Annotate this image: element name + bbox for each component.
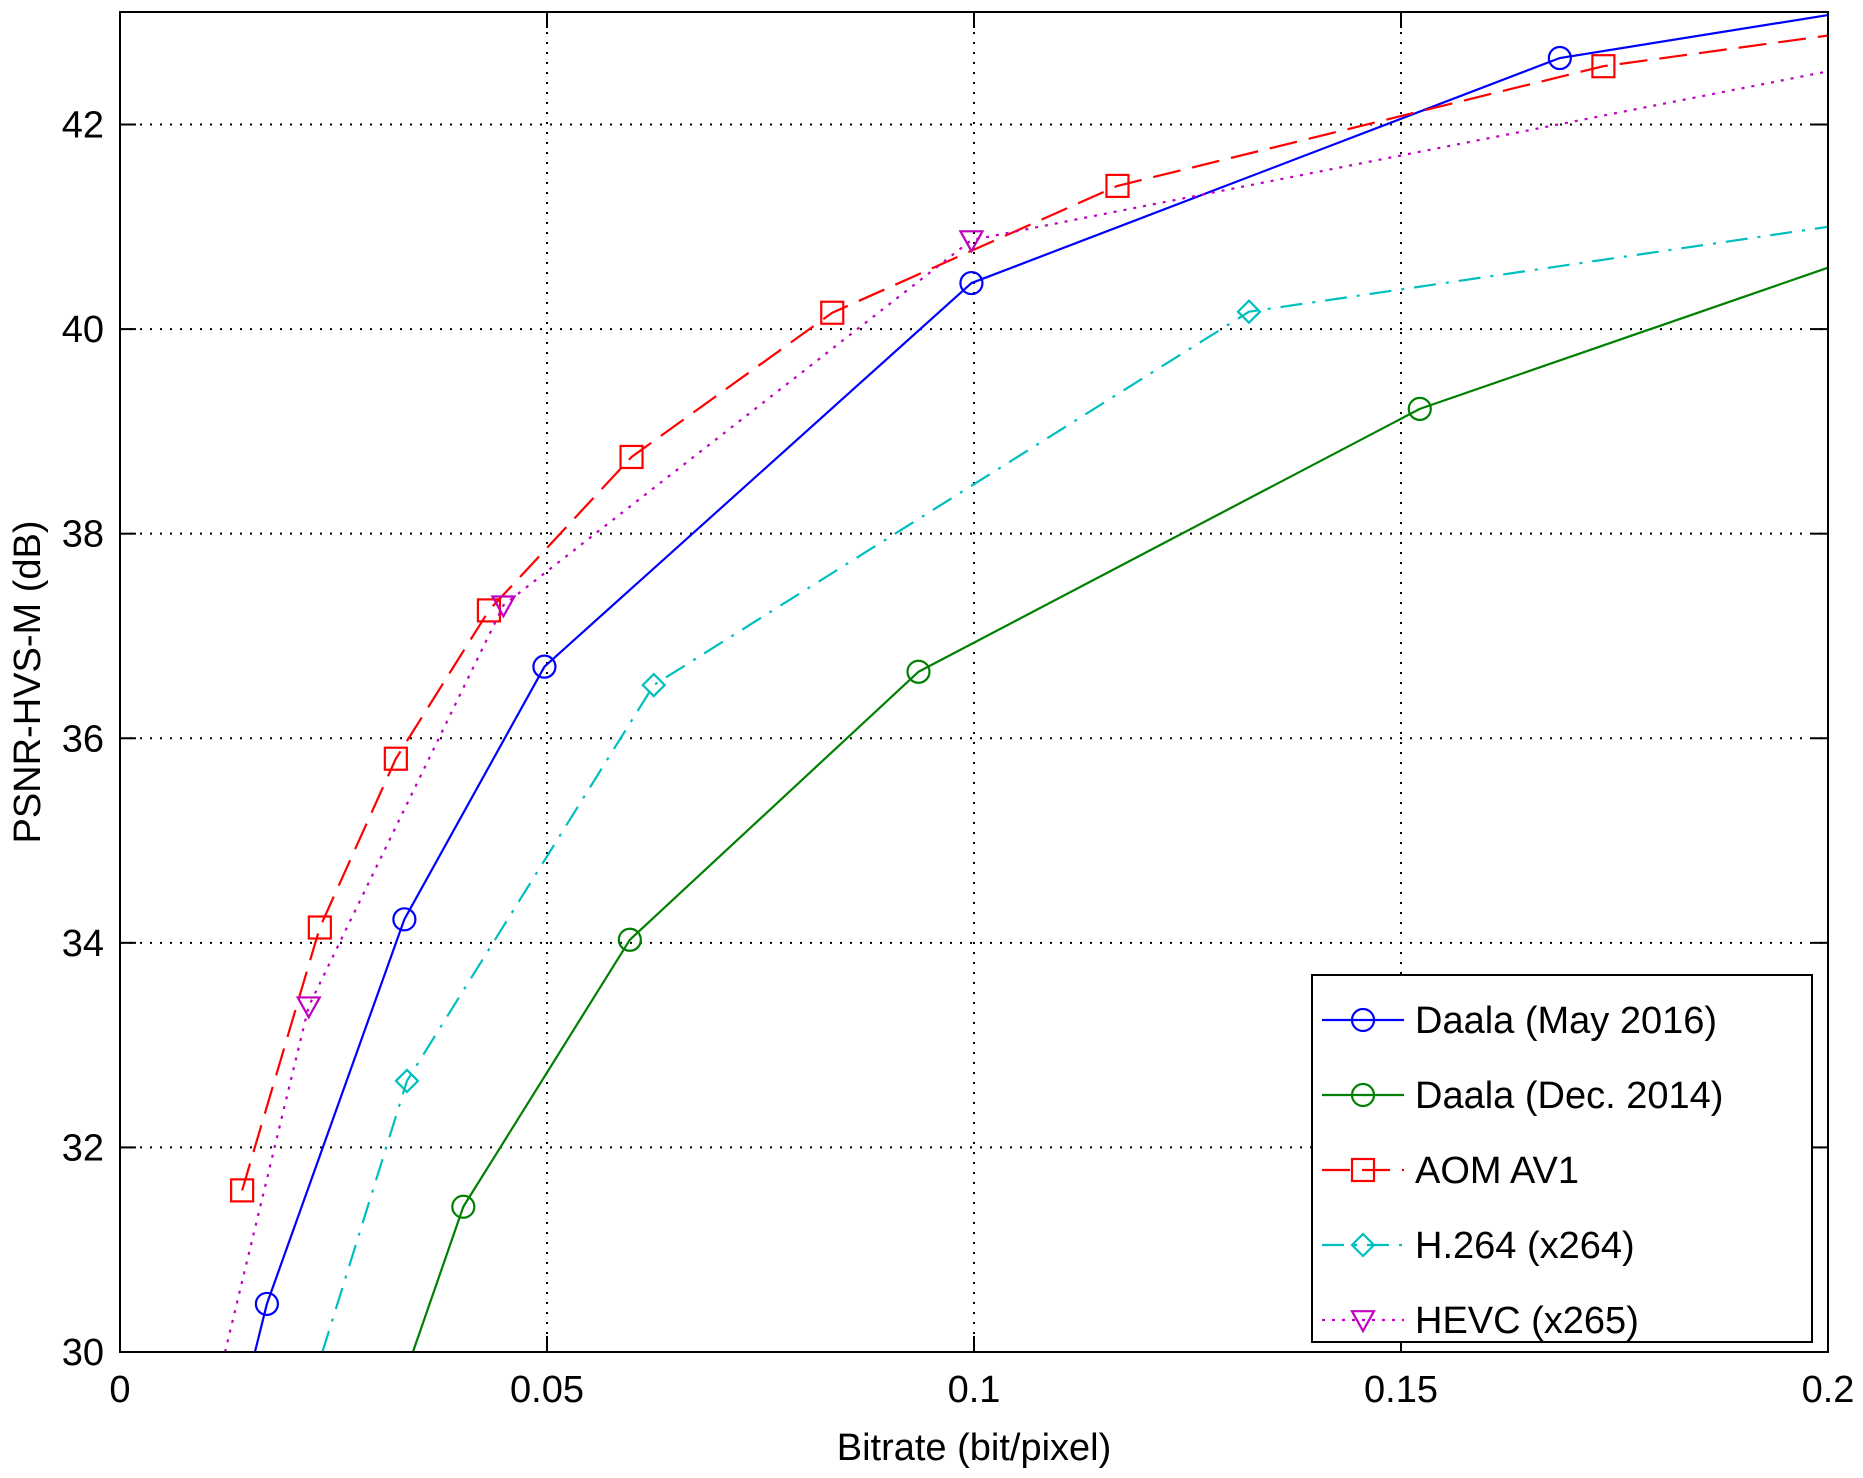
x-tick-label: 0.2 [1802,1369,1855,1411]
legend-label: Daala (Dec. 2014) [1415,1075,1723,1117]
grid-lines [120,12,1828,1352]
data-point [383,746,408,771]
series-4 [321,225,1829,1353]
data-point [1105,173,1130,198]
data-point [1591,54,1616,79]
data-point [230,1178,255,1203]
data-point [959,270,984,296]
legend: Daala (May 2016) Daala (Dec. 2014) AOM AV1… [1311,974,1813,1343]
data-point [532,654,557,679]
data-point [1407,396,1432,421]
series-5 [223,70,1829,1353]
series-line [411,266,1829,1353]
data-point [617,927,642,952]
data-point [619,444,644,470]
data-point [906,659,931,684]
legend-marker [1350,1232,1376,1258]
series-line [321,225,1829,1353]
x-tick-label: 0.1 [948,1369,1001,1411]
series-3 [230,34,1829,1203]
legend-marker [1350,1157,1376,1183]
x-axis-label: Bitrate (bit/pixel) [837,1427,1112,1469]
x-tick-label: 0.05 [510,1369,584,1411]
legend-label: AOM AV1 [1415,1150,1579,1192]
data-point [307,915,332,940]
data-point [394,1068,420,1094]
x-tick-label: 0.15 [1364,1369,1438,1411]
y-tick-label: 32 [62,1127,104,1169]
legend-label: Daala (May 2016) [1415,1000,1717,1042]
x-tick-label: 0 [109,1369,130,1411]
y-axis-label: PSNR-HVS-M (dB) [7,520,49,843]
data-point [295,996,322,1020]
y-tick-label: 34 [62,923,104,965]
series-1 [253,13,1829,1353]
data-point [1236,299,1262,325]
series-lines [223,13,1829,1353]
legend-box [1311,974,1813,1343]
series-2 [411,266,1829,1353]
y-tick-label: 30 [62,1332,104,1374]
data-point [820,300,845,325]
legend-label: H.264 (x264) [1415,1225,1635,1267]
series-line [223,70,1829,1353]
legend-marker [1350,1310,1376,1334]
data-point [958,230,985,254]
y-tick-label: 36 [62,718,104,760]
series-line [241,34,1829,1191]
data-point [1547,45,1572,71]
data-point [392,907,417,932]
legend-marker [1350,1007,1376,1033]
y-tick-label: 40 [62,309,104,351]
legend-label: HEVC (x265) [1415,1300,1639,1342]
data-point [641,672,667,698]
data-point [490,595,517,619]
legend-marker [1350,1082,1376,1108]
data-point [451,1194,476,1219]
axis-ticks: 0 0.05 0.1 0.15 0.2 30 32 34 36 38 40 42 [62,12,1855,1411]
y-tick-label: 38 [62,514,104,556]
data-point [254,1291,279,1317]
series-line [253,13,1829,1353]
y-tick-label: 42 [62,105,104,147]
